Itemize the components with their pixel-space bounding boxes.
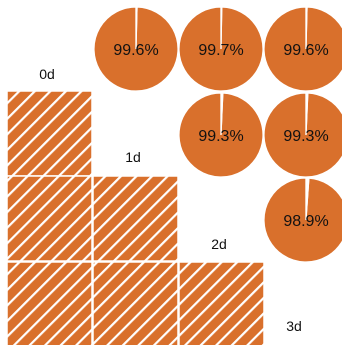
diagonal-label-3: 3d xyxy=(286,318,302,334)
hatched-cell-2-2 xyxy=(179,262,264,345)
pie-value-label: 99.3% xyxy=(198,128,243,145)
pie-1-2: 99.3% xyxy=(179,93,263,177)
hatched-cell-1-0 xyxy=(7,176,92,261)
pie-0-3: 99.6% xyxy=(264,7,342,91)
hatched-cell-1-1 xyxy=(93,176,178,261)
pie-1-3: 99.3% xyxy=(264,93,342,177)
pie-2-3: 98.9% xyxy=(264,178,342,262)
pie-value-label: 98.9% xyxy=(283,213,328,230)
pie-0-2: 99.7% xyxy=(179,7,263,91)
pie-value-label: 99.6% xyxy=(113,42,158,59)
diagonal-label-2: 2d xyxy=(211,236,227,252)
pie-0-1: 99.6% xyxy=(94,7,178,91)
diagonal-label-1: 1d xyxy=(125,149,141,165)
hatched-cell-2-0 xyxy=(7,262,92,345)
pie-value-label: 99.6% xyxy=(283,42,328,59)
pie-value-label: 99.3% xyxy=(283,128,328,145)
hatched-cell-0-0 xyxy=(7,91,92,176)
hatched-cell-2-1 xyxy=(93,262,178,345)
pie-value-label: 99.7% xyxy=(198,42,243,59)
diagonal-label-0: 0d xyxy=(39,66,55,82)
